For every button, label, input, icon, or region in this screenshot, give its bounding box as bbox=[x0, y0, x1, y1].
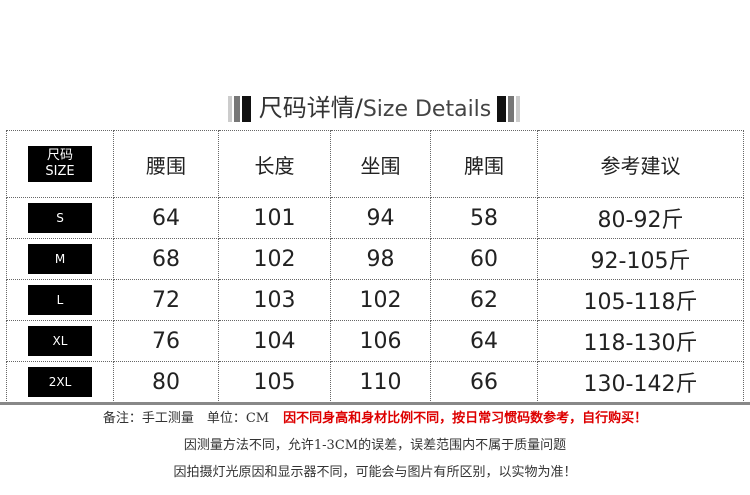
column-header: 参考建议 bbox=[537, 130, 744, 198]
table-row: 2XL 80 105 110 66 130-142斤 bbox=[6, 361, 744, 403]
size-tag: 2XL bbox=[28, 367, 92, 397]
table-cell: 72 bbox=[113, 279, 219, 321]
bars-decoration-left bbox=[227, 96, 253, 122]
table-cell: 80-92斤 bbox=[537, 197, 744, 239]
table-cell: 64 bbox=[430, 320, 538, 362]
table-cell: 66 bbox=[430, 361, 538, 403]
table-cell: 104 bbox=[218, 320, 331, 362]
title-en: Size Details bbox=[362, 97, 492, 122]
column-header: 脾围 bbox=[430, 130, 538, 198]
table-row: M 68 102 98 60 92-105斤 bbox=[6, 238, 744, 280]
note-tolerance: 因测量方法不同，允许1-3CM的误差，误差范围内不属于质量问题 bbox=[183, 438, 567, 453]
table-cell: 76 bbox=[113, 320, 219, 362]
table-cell: 106 bbox=[330, 320, 431, 362]
note-color: 因拍摄灯光原因和显示器不同，可能会与图片有所区别，以实物为准！ bbox=[173, 465, 577, 480]
column-header: 坐围 bbox=[330, 130, 431, 198]
table-cell: 102 bbox=[330, 279, 431, 321]
table-cell: 92-105斤 bbox=[537, 238, 744, 280]
table-cell: 105-118斤 bbox=[537, 279, 744, 321]
table-cell: 60 bbox=[430, 238, 538, 280]
table-cell: 102 bbox=[218, 238, 331, 280]
table-cell: 118-130斤 bbox=[537, 320, 744, 362]
divider bbox=[0, 402, 750, 405]
size-tag: S bbox=[28, 203, 92, 233]
notes: 备注：手工测量 单位：CM 因不同身高和身材比例不同，按日常习惯码数参考，自行购买… bbox=[0, 410, 750, 491]
table-cell: 68 bbox=[113, 238, 219, 280]
table-cell: 110 bbox=[330, 361, 431, 403]
table-cell: 101 bbox=[218, 197, 331, 239]
table-row: XL 76 104 106 64 118-130斤 bbox=[6, 320, 744, 362]
bars-decoration-right bbox=[497, 96, 522, 122]
table-header-row: 尺码 SIZE 腰围 长度 坐围 脾围 参考建议 bbox=[6, 130, 744, 198]
size-header-tag: 尺码 SIZE bbox=[28, 146, 92, 182]
table-cell: 62 bbox=[430, 279, 538, 321]
size-tag: M bbox=[28, 244, 92, 274]
size-tag: L bbox=[28, 285, 92, 315]
table-cell: 64 bbox=[113, 197, 219, 239]
table-cell: 105 bbox=[218, 361, 331, 403]
table-row: S 64 101 94 58 80-92斤 bbox=[6, 197, 744, 239]
column-header: 长度 bbox=[218, 130, 331, 198]
table-cell: 94 bbox=[330, 197, 431, 239]
table-row: L 72 103 102 62 105-118斤 bbox=[6, 279, 744, 321]
column-header: 腰围 bbox=[113, 130, 219, 198]
table-cell: 130-142斤 bbox=[537, 361, 744, 403]
table-cell: 103 bbox=[218, 279, 331, 321]
note-warning: 因不同身高和身材比例不同，按日常习惯码数参考，自行购买！ bbox=[283, 411, 648, 426]
title-cn: 尺码详情/ bbox=[258, 94, 363, 122]
table-cell: 80 bbox=[113, 361, 219, 403]
note-unit: 备注：手工测量 单位：CM bbox=[102, 411, 270, 426]
table-cell: 98 bbox=[330, 238, 431, 280]
size-tag: XL bbox=[28, 326, 92, 356]
table-cell: 58 bbox=[430, 197, 538, 239]
page-title: 尺码详情/Size Details bbox=[0, 88, 750, 123]
size-table: 尺码 SIZE 腰围 长度 坐围 脾围 参考建议 S 64 101 94 58 80-92斤… bbox=[6, 130, 744, 403]
